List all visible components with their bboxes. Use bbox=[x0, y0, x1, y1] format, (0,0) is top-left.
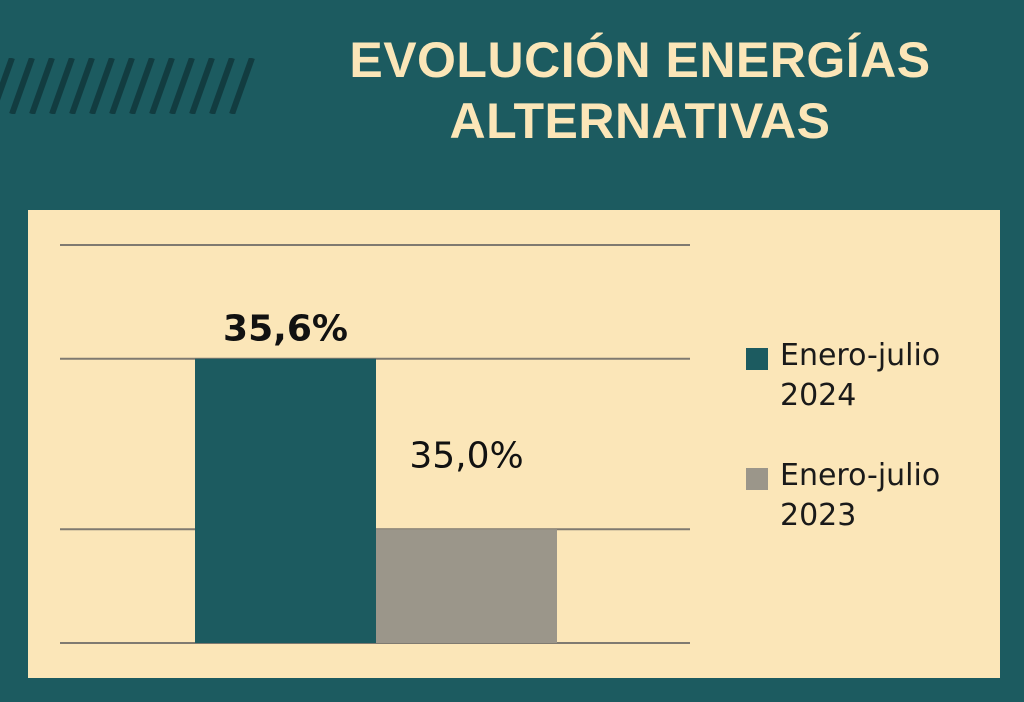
chart-title-line-2: ALTERNATIVAS bbox=[449, 93, 831, 149]
legend-label-2024: Enero-julio 2024 bbox=[780, 338, 941, 413]
legend: Enero-julio 2024 Enero-julio 2023 bbox=[746, 336, 980, 576]
legend-item-2023: Enero-julio 2023 bbox=[746, 456, 980, 536]
chart-panel: 35,6% 35,0% Enero-julio 2024 Enero-julio … bbox=[28, 210, 1000, 678]
legend-swatch-2023 bbox=[746, 468, 768, 490]
chart-title: EVOLUCIÓN ENERGÍAS ALTERNATIVAS bbox=[270, 30, 1010, 152]
legend-swatch-2024 bbox=[746, 348, 768, 370]
bar-2024 bbox=[195, 358, 376, 643]
legend-item-2024: Enero-julio 2024 bbox=[746, 336, 980, 416]
bar-chart: 35,6% 35,0% bbox=[60, 244, 690, 644]
decorative-hatch-stripes bbox=[0, 58, 255, 114]
chart-title-line-1: EVOLUCIÓN ENERGÍAS bbox=[349, 32, 931, 88]
data-label-2024: 35,6% bbox=[223, 309, 348, 350]
legend-label-2023: Enero-julio 2023 bbox=[780, 458, 941, 533]
bar-2023 bbox=[376, 529, 557, 643]
data-label-2023: 35,0% bbox=[409, 435, 523, 476]
